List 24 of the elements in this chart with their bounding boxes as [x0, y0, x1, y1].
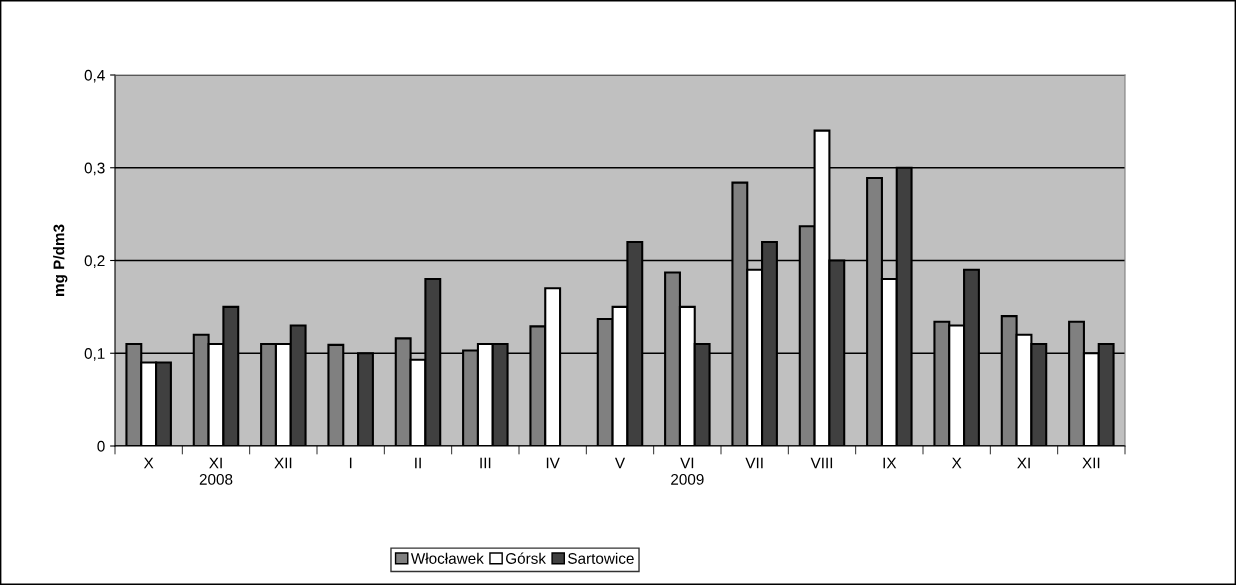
y-tick-label: 0,1: [84, 348, 105, 361]
x-tick-label: VI 2009: [671, 457, 704, 485]
x-tick-label: VII: [745, 457, 763, 469]
x-tick-label: XI: [1017, 457, 1030, 469]
legend-label: Górsk: [506, 552, 546, 564]
x-tick-label: X: [951, 457, 962, 469]
x-tick-label: V: [614, 457, 626, 469]
legend-label: Sartowice: [568, 552, 634, 564]
x-tick-label: IV: [546, 457, 560, 469]
x-tick-label: XII: [1082, 457, 1100, 469]
y-axis-title: mg P/dm3: [53, 224, 68, 296]
y-tick-label: 0,4: [84, 69, 105, 83]
x-tick-label: X: [143, 457, 154, 469]
x-tick-label: XI 2008: [199, 457, 233, 485]
x-tick-label: XII: [274, 457, 292, 469]
x-tick-label: VIII: [810, 457, 833, 469]
x-tick-label: II: [415, 457, 421, 469]
y-tick-label: 0,3: [84, 162, 105, 176]
x-tick-label: IX: [883, 457, 897, 469]
y-tick-label: 0,2: [84, 255, 105, 268]
x-tick-label: I: [349, 457, 352, 469]
y-tick-label: 0: [97, 440, 105, 452]
x-tick-label: III: [480, 457, 491, 469]
legend-label: Włocławek: [410, 552, 484, 564]
